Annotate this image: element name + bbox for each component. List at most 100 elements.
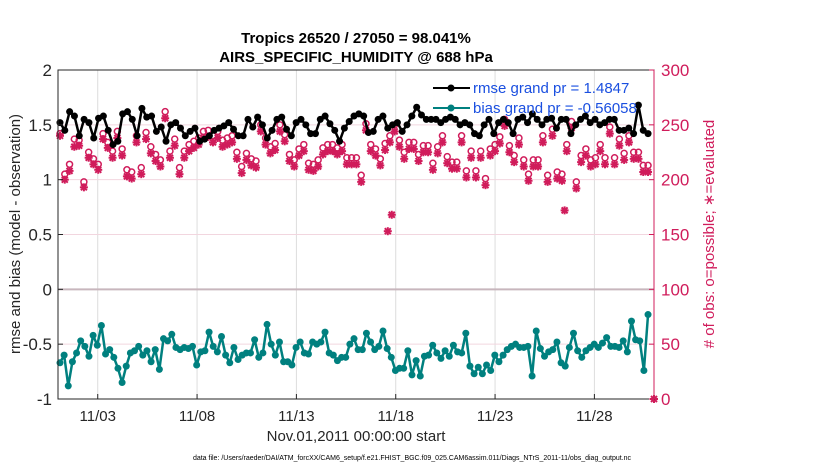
obs-evaluated-stroke <box>147 149 155 158</box>
rmse-marker <box>336 137 344 145</box>
obs-evaluated-stroke <box>94 166 102 174</box>
obs-evaluated-stroke <box>414 157 423 165</box>
obs-evaluated-marker <box>314 162 323 171</box>
obs-possible-marker <box>271 139 279 148</box>
obs-evaluated-stroke <box>582 151 590 160</box>
obs-evaluated-stroke <box>276 127 284 136</box>
bias-marker <box>458 349 466 357</box>
rmse-marker <box>591 115 599 123</box>
rmse-marker <box>398 127 406 135</box>
bias-marker <box>106 346 114 354</box>
rmse-marker <box>427 115 435 123</box>
obs-evaluated-marker <box>387 210 396 219</box>
bias-marker <box>404 347 412 355</box>
bias-marker <box>222 351 230 359</box>
obs-evaluated-stroke <box>515 140 523 149</box>
obs-evaluated-marker <box>175 170 184 179</box>
bias-marker <box>342 353 350 361</box>
bias-marker <box>230 343 238 351</box>
bias-marker <box>541 352 549 360</box>
rmse-marker <box>278 113 286 121</box>
bias-marker <box>205 328 213 336</box>
bias-marker <box>462 329 470 337</box>
obs-possible-marker <box>237 162 246 171</box>
obs-evaluated-stroke <box>543 178 552 186</box>
rmse-marker <box>114 137 122 145</box>
obs-possible-marker <box>142 128 150 137</box>
obs-evaluated-stroke <box>539 138 547 147</box>
bias-marker <box>164 337 172 345</box>
obs-evaluated-marker <box>543 177 552 186</box>
rmse-marker <box>538 121 546 129</box>
obs-evaluated-stroke <box>99 135 107 143</box>
chart-title-line-1: Tropics 26520 / 27050 = 98.041% <box>241 30 471 47</box>
obs-evaluated-marker <box>424 148 433 157</box>
obs-possible-marker <box>543 171 552 180</box>
bias-marker <box>321 328 329 336</box>
bias-marker <box>466 362 474 370</box>
obs-evaluated-marker <box>299 147 308 156</box>
y-tick-label: 0.5 <box>28 226 52 245</box>
rmse-marker <box>360 112 368 120</box>
y2-axis-label: # of obs: o=possible; ∗=evaluated <box>701 120 718 349</box>
x-tick-label: 11/08 <box>179 408 215 425</box>
obs-evaluated-marker <box>395 142 404 151</box>
y2-tick-label: 250 <box>661 116 689 135</box>
obs-evaluated-stroke <box>180 154 188 162</box>
obs-evaluated-marker <box>471 173 480 182</box>
obs-possible-marker <box>601 153 609 162</box>
obs-evaluated-stroke <box>185 147 193 155</box>
bias-marker <box>532 327 540 335</box>
obs-evaluated-stroke <box>481 181 490 189</box>
obs-evaluated-stroke <box>510 158 518 166</box>
rmse-marker <box>610 115 618 123</box>
obs-evaluated-stroke <box>142 135 150 143</box>
obs-evaluated-marker <box>75 141 84 150</box>
obs-evaluated-marker <box>428 165 437 174</box>
rmse-marker <box>524 119 532 127</box>
rmse-marker <box>490 130 498 138</box>
rmse-marker <box>369 127 377 135</box>
bias-marker <box>441 347 449 355</box>
obs-evaluated-marker <box>180 153 189 162</box>
obs-evaluated-stroke <box>333 150 341 159</box>
obs-possible-marker <box>462 167 471 175</box>
obs-possible-marker <box>563 140 571 149</box>
rmse-marker <box>239 132 247 140</box>
obs-possible-marker <box>300 140 308 149</box>
obs-possible-marker <box>429 159 437 167</box>
obs-evaluated-stroke <box>606 129 614 138</box>
bias-marker <box>275 338 283 346</box>
obs-evaluated-stroke <box>271 146 279 154</box>
obs-evaluated-stroke <box>166 154 174 162</box>
obs-evaluated-stroke <box>84 154 93 162</box>
obs-evaluated-stroke <box>496 139 504 148</box>
obs-evaluated-marker <box>170 141 179 150</box>
obs-possible-marker <box>620 149 628 158</box>
obs-evaluated-stroke <box>132 138 141 147</box>
rmse-marker <box>504 119 512 127</box>
y2-tick-label: 200 <box>661 171 689 190</box>
obs-evaluated-marker <box>132 138 141 147</box>
obs-evaluated-marker <box>185 147 194 156</box>
rmse-marker <box>123 108 131 116</box>
obs-possible-marker <box>505 141 514 150</box>
rmse-marker <box>152 127 160 135</box>
rmse-marker <box>263 134 271 142</box>
obs-evaluated-stroke <box>395 143 404 151</box>
bias-marker <box>118 379 126 387</box>
y-tick-label: 1.5 <box>28 116 52 135</box>
obs-evaluated-marker <box>65 166 74 175</box>
obs-possible-marker <box>395 136 404 144</box>
obs-evaluated-stroke <box>171 141 179 150</box>
obs-evaluated-marker <box>452 164 461 173</box>
rmse-marker <box>581 112 589 120</box>
obs-possible-marker <box>151 150 160 159</box>
obs-evaluated-marker <box>615 141 624 150</box>
rmse-marker <box>321 112 329 120</box>
y2-tick-label: 50 <box>661 335 680 354</box>
bias-marker <box>93 341 101 349</box>
obs-evaluated-marker <box>275 127 284 136</box>
obs-evaluated-stroke <box>237 169 246 177</box>
legend: rmse grand pr = 1.4847 bias grand pr = -… <box>433 80 637 117</box>
